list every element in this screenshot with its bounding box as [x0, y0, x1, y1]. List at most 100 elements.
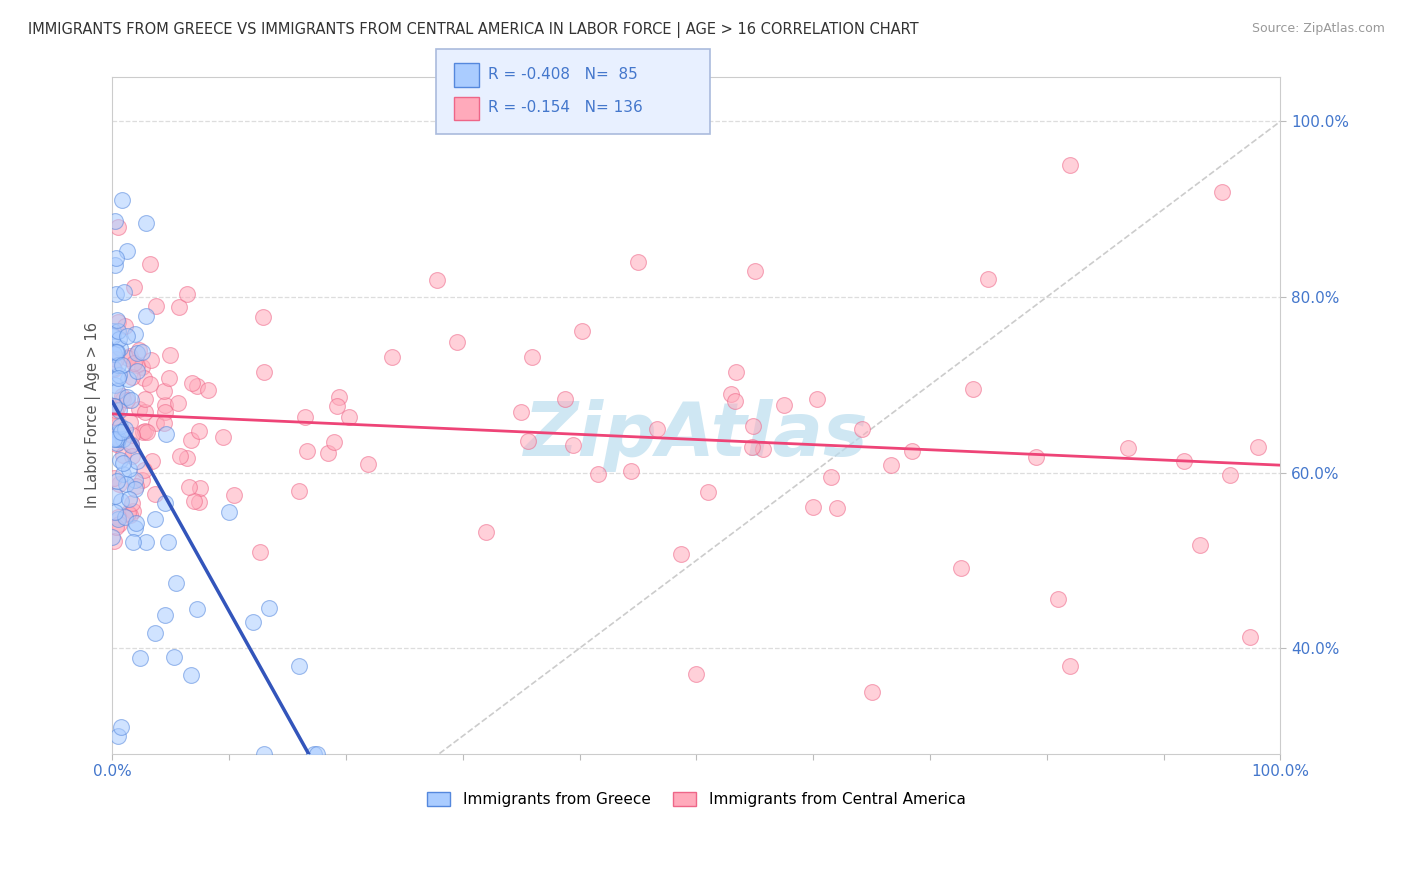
Point: [108, 402, 131, 417]
Point: [554, 392, 576, 406]
Point: [153, 416, 176, 430]
Point: [145, 416, 167, 430]
Point: [326, 399, 349, 413]
Point: [744, 263, 766, 277]
Point: [381, 350, 404, 364]
Point: [155, 427, 177, 442]
Point: [806, 392, 828, 406]
Point: [474, 524, 496, 539]
Point: [120, 437, 142, 451]
Point: [446, 334, 468, 349]
Point: [107, 432, 129, 446]
Point: [101, 324, 124, 338]
Point: [288, 658, 311, 673]
Point: [1219, 468, 1241, 483]
Point: [131, 359, 153, 374]
Point: [307, 747, 329, 761]
Point: [103, 362, 125, 376]
Point: [180, 433, 202, 447]
Point: [120, 393, 142, 408]
Point: [114, 319, 136, 334]
Point: [1116, 441, 1139, 455]
Point: [627, 255, 650, 269]
Point: [108, 453, 131, 467]
Point: [107, 315, 129, 329]
Point: [186, 379, 208, 393]
Point: [132, 425, 155, 439]
Point: [186, 602, 208, 616]
Point: [110, 425, 132, 439]
Point: [135, 310, 157, 324]
Point: [108, 341, 131, 355]
Point: [115, 476, 138, 491]
Point: [741, 440, 763, 454]
Point: [294, 409, 316, 424]
Point: [328, 390, 350, 404]
Point: [122, 534, 145, 549]
Point: [125, 345, 148, 359]
Point: [105, 344, 128, 359]
Point: [136, 425, 159, 440]
Point: [179, 480, 201, 494]
Point: [104, 410, 127, 425]
Point: [242, 615, 264, 629]
Point: [118, 415, 141, 429]
Point: [157, 371, 180, 385]
Point: [1059, 158, 1081, 172]
Point: [620, 464, 643, 478]
Point: [1247, 440, 1270, 454]
Point: [165, 576, 187, 591]
Point: [120, 349, 142, 363]
Point: [685, 667, 707, 681]
Point: [132, 370, 155, 384]
Point: [104, 377, 127, 392]
Point: [122, 280, 145, 294]
Point: [253, 747, 276, 761]
Point: [124, 521, 146, 535]
Point: [288, 483, 311, 498]
Point: [107, 368, 129, 382]
Point: [1173, 454, 1195, 468]
Point: [104, 504, 127, 518]
Point: [742, 419, 765, 434]
Point: [101, 361, 124, 376]
Point: [117, 372, 139, 386]
Point: [105, 384, 128, 399]
Point: [143, 512, 166, 526]
Point: [107, 324, 129, 338]
Point: [125, 478, 148, 492]
Point: [124, 326, 146, 341]
Point: [115, 244, 138, 258]
Point: [143, 487, 166, 501]
Point: [117, 506, 139, 520]
Point: [801, 500, 824, 514]
Point: [141, 352, 163, 367]
Point: [134, 392, 156, 406]
Point: [104, 403, 127, 417]
Point: [122, 356, 145, 370]
Point: [104, 214, 127, 228]
Point: [724, 393, 747, 408]
Point: [127, 358, 149, 372]
Text: ZipAtlas: ZipAtlas: [524, 400, 869, 472]
Point: [103, 432, 125, 446]
Point: [114, 510, 136, 524]
Point: [571, 324, 593, 338]
Point: [180, 376, 202, 391]
Point: [115, 393, 138, 408]
Point: [860, 685, 883, 699]
Point: [107, 510, 129, 524]
Point: [337, 410, 360, 425]
Point: [562, 438, 585, 452]
Point: [145, 626, 167, 640]
Point: [135, 535, 157, 549]
Point: [111, 392, 134, 407]
Point: [105, 401, 128, 415]
Point: [139, 257, 162, 271]
Point: [1211, 185, 1233, 199]
Point: [977, 272, 1000, 286]
Point: [105, 436, 128, 450]
Point: [128, 343, 150, 357]
Point: [295, 444, 318, 458]
Point: [104, 258, 127, 272]
